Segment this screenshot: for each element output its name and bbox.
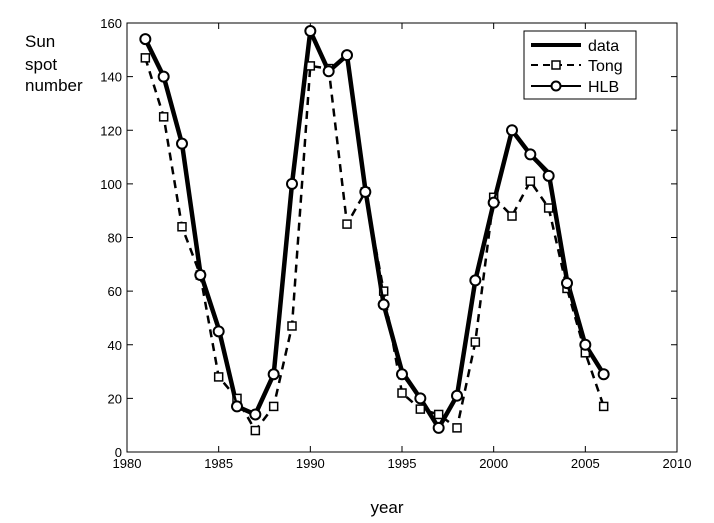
y-tick-label: 120 (100, 123, 122, 138)
tong-point (397, 388, 407, 398)
hlb-point (597, 368, 610, 381)
tong-point (525, 176, 536, 186)
tong-point (452, 423, 462, 433)
tong-point (415, 404, 426, 414)
hlb-point (451, 389, 463, 402)
y-axis-title: Sun spot number (25, 32, 83, 95)
hlb-point (267, 368, 280, 381)
hlb-point (194, 269, 207, 282)
tong-point (433, 409, 444, 420)
tong-point (507, 211, 517, 221)
y-tick-label: 60 (108, 284, 122, 299)
x-tick-label: 1990 (296, 456, 325, 471)
hlb-point (432, 421, 445, 434)
hlb-point (487, 196, 500, 209)
hlb-point (579, 338, 592, 351)
tong-point (213, 372, 224, 382)
x-tick-label: 2010 (663, 456, 692, 471)
hlb-point (506, 124, 518, 137)
x-axis: 1980 1985 1990 1995 2000 2005 2010 (113, 23, 692, 471)
hlb-point (322, 65, 335, 78)
y-tick-label: 160 (100, 16, 122, 31)
legend-marker-hlb (550, 80, 562, 92)
hlb-point (359, 185, 372, 198)
tong-point (543, 203, 554, 213)
hlb-point (231, 400, 243, 413)
y-axis: 0 20 40 60 80 100 120 140 160 (100, 16, 677, 460)
legend-label-tong: Tong (588, 58, 623, 75)
y-tick-label: 100 (100, 177, 122, 192)
hlb-point (377, 298, 390, 311)
series-hlb (139, 25, 610, 434)
legend-box (523, 30, 637, 100)
hlb-point (396, 368, 408, 381)
tong-point (378, 286, 389, 296)
legend-label-hlb: HLB (588, 79, 619, 96)
x-tick-label: 1980 (113, 456, 142, 471)
tong-point (158, 112, 169, 122)
y-axis-title-line-2: spot (25, 55, 57, 74)
y-tick-label: 40 (108, 338, 122, 353)
tong-point (287, 321, 297, 331)
hlb-point (469, 274, 482, 287)
hlb-point (524, 148, 537, 161)
hlb-point (139, 33, 152, 46)
hlb-point (157, 70, 170, 83)
y-tick-label: 20 (108, 391, 122, 406)
hlb-point (249, 408, 262, 421)
tong-point (342, 219, 352, 229)
tong-point (250, 425, 261, 436)
legend: data Tong HLB (523, 30, 637, 100)
y-tick-label: 140 (100, 70, 122, 85)
x-tick-label: 2005 (571, 456, 600, 471)
y-axis-title-line-1: Sun (25, 32, 55, 51)
tong-point (177, 222, 187, 232)
y-tick-label: 0 (115, 445, 122, 460)
legend-label-data: data (588, 38, 619, 55)
series-layer (139, 25, 610, 436)
hlb-point (341, 49, 353, 62)
tong-point (470, 337, 481, 347)
x-tick-label: 2000 (479, 456, 508, 471)
hlb-point (561, 277, 573, 290)
tong-point (140, 53, 151, 63)
hlb-point (304, 25, 317, 38)
hlb-point (542, 169, 555, 182)
x-tick-label: 1985 (204, 456, 233, 471)
hlb-point (212, 325, 225, 338)
tong-point (598, 401, 609, 412)
x-tick-label: 1995 (388, 456, 417, 471)
hlb-point (414, 392, 427, 405)
hlb-point (286, 177, 298, 190)
tong-point (268, 401, 279, 412)
x-axis-title: year (370, 498, 403, 517)
y-tick-label: 80 (108, 231, 122, 246)
y-axis-title-line-3: number (25, 76, 83, 95)
hlb-point (176, 137, 188, 150)
legend-marker-tong (551, 60, 561, 70)
